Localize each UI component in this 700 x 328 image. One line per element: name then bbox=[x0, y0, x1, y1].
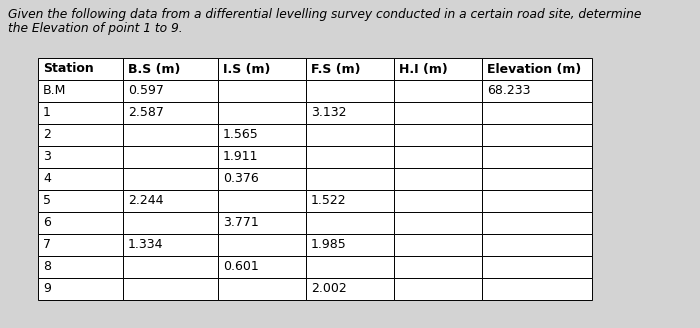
Bar bbox=[394, 256, 482, 278]
Bar bbox=[482, 190, 592, 212]
Bar bbox=[218, 80, 306, 102]
Text: 7: 7 bbox=[43, 238, 51, 252]
Bar bbox=[38, 168, 123, 190]
Text: 0.597: 0.597 bbox=[128, 85, 164, 97]
Text: 0.601: 0.601 bbox=[223, 260, 259, 274]
Bar bbox=[218, 256, 306, 278]
Bar bbox=[482, 102, 592, 124]
Bar bbox=[306, 58, 394, 80]
Text: 1: 1 bbox=[43, 107, 51, 119]
Bar bbox=[394, 234, 482, 256]
Bar bbox=[306, 212, 394, 234]
Text: 1.522: 1.522 bbox=[311, 195, 346, 208]
Bar bbox=[38, 190, 123, 212]
Bar bbox=[123, 278, 218, 300]
Bar bbox=[38, 124, 123, 146]
Bar bbox=[394, 146, 482, 168]
Bar bbox=[123, 102, 218, 124]
Bar bbox=[38, 278, 123, 300]
Bar bbox=[394, 58, 482, 80]
Bar bbox=[218, 168, 306, 190]
Text: 2: 2 bbox=[43, 129, 51, 141]
Bar bbox=[482, 278, 592, 300]
Bar bbox=[218, 278, 306, 300]
Bar bbox=[306, 102, 394, 124]
Bar bbox=[394, 212, 482, 234]
Bar bbox=[218, 212, 306, 234]
Text: 1.565: 1.565 bbox=[223, 129, 259, 141]
Bar bbox=[306, 146, 394, 168]
Bar bbox=[218, 124, 306, 146]
Bar bbox=[123, 234, 218, 256]
Bar bbox=[482, 58, 592, 80]
Bar bbox=[38, 212, 123, 234]
Text: B.M: B.M bbox=[43, 85, 66, 97]
Bar bbox=[394, 124, 482, 146]
Text: 0.376: 0.376 bbox=[223, 173, 259, 186]
Text: 8: 8 bbox=[43, 260, 51, 274]
Bar bbox=[482, 146, 592, 168]
Bar bbox=[306, 124, 394, 146]
Bar bbox=[482, 168, 592, 190]
Bar bbox=[394, 190, 482, 212]
Bar bbox=[38, 146, 123, 168]
Bar bbox=[123, 212, 218, 234]
Bar bbox=[394, 278, 482, 300]
Text: 4: 4 bbox=[43, 173, 51, 186]
Bar bbox=[123, 80, 218, 102]
Text: B.S (m): B.S (m) bbox=[128, 63, 181, 75]
Bar bbox=[218, 146, 306, 168]
Bar bbox=[38, 102, 123, 124]
Bar bbox=[394, 80, 482, 102]
Bar bbox=[482, 234, 592, 256]
Text: 6: 6 bbox=[43, 216, 51, 230]
Bar bbox=[482, 80, 592, 102]
Text: 3: 3 bbox=[43, 151, 51, 163]
Bar bbox=[218, 234, 306, 256]
Text: 9: 9 bbox=[43, 282, 51, 296]
Text: H.I (m): H.I (m) bbox=[399, 63, 448, 75]
Bar bbox=[482, 256, 592, 278]
Bar bbox=[306, 278, 394, 300]
Text: 3.771: 3.771 bbox=[223, 216, 259, 230]
Text: 5: 5 bbox=[43, 195, 51, 208]
Bar bbox=[38, 234, 123, 256]
Bar bbox=[38, 256, 123, 278]
Text: F.S (m): F.S (m) bbox=[311, 63, 360, 75]
Bar bbox=[38, 58, 123, 80]
Bar bbox=[394, 102, 482, 124]
Bar bbox=[123, 58, 218, 80]
Bar bbox=[306, 168, 394, 190]
Text: 2.002: 2.002 bbox=[311, 282, 346, 296]
Text: 1.334: 1.334 bbox=[128, 238, 164, 252]
Bar bbox=[394, 168, 482, 190]
Text: 2.244: 2.244 bbox=[128, 195, 164, 208]
Bar bbox=[306, 256, 394, 278]
Bar bbox=[306, 234, 394, 256]
Text: Elevation (m): Elevation (m) bbox=[487, 63, 581, 75]
Text: 1.911: 1.911 bbox=[223, 151, 258, 163]
Bar bbox=[306, 80, 394, 102]
Bar bbox=[218, 102, 306, 124]
Bar bbox=[123, 256, 218, 278]
Text: 2.587: 2.587 bbox=[128, 107, 164, 119]
Bar bbox=[306, 190, 394, 212]
Bar bbox=[218, 58, 306, 80]
Bar bbox=[123, 124, 218, 146]
Text: Given the following data from a differential levelling survey conducted in a cer: Given the following data from a differen… bbox=[8, 8, 641, 21]
Bar bbox=[482, 124, 592, 146]
Bar bbox=[123, 190, 218, 212]
Bar bbox=[482, 212, 592, 234]
Text: I.S (m): I.S (m) bbox=[223, 63, 270, 75]
Text: 1.985: 1.985 bbox=[311, 238, 346, 252]
Text: the Elevation of point 1 to 9.: the Elevation of point 1 to 9. bbox=[8, 22, 183, 35]
Text: Station: Station bbox=[43, 63, 94, 75]
Bar bbox=[38, 80, 123, 102]
Bar bbox=[123, 146, 218, 168]
Text: 68.233: 68.233 bbox=[487, 85, 531, 97]
Bar bbox=[123, 168, 218, 190]
Bar bbox=[218, 190, 306, 212]
Text: 3.132: 3.132 bbox=[311, 107, 346, 119]
